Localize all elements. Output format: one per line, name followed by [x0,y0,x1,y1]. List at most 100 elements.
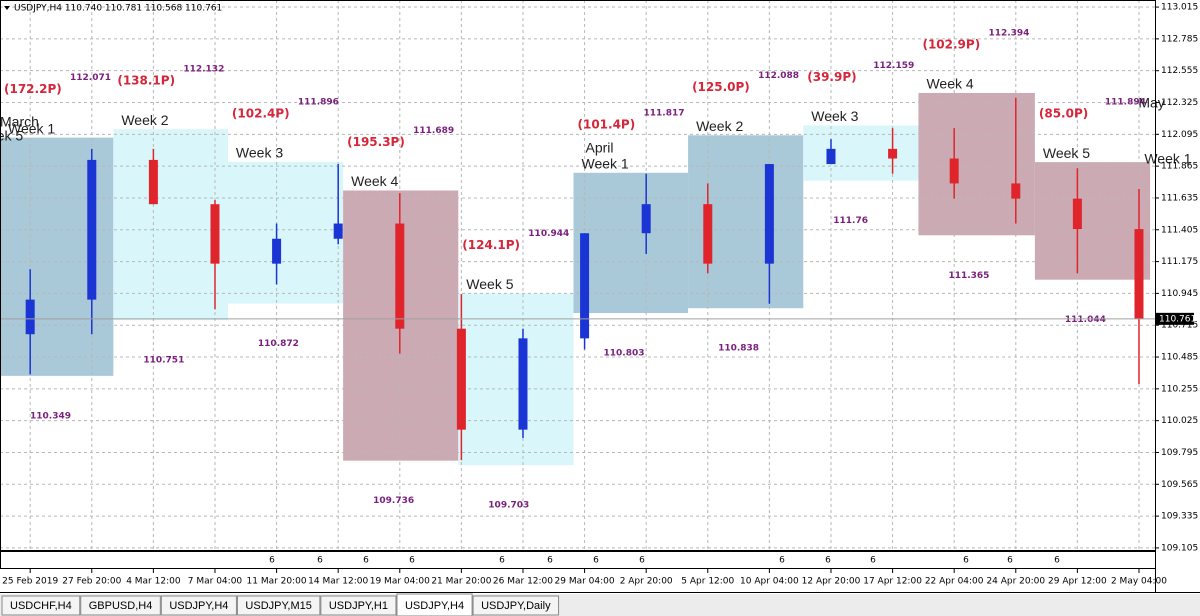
x-tick-label: 4 Mar 12:00 [126,577,181,587]
candle-body [580,233,590,339]
pips-label: (138.1P) [117,74,175,88]
pips-label: (39.9P) [807,70,856,84]
y-tick-label: 111.405 [1161,225,1198,235]
tab-label[interactable]: USDJPY,H1 [329,600,388,612]
week-box [227,161,344,304]
x-tick-label: 29 Apr 12:00 [1048,577,1107,587]
pips-label: (85.0P) [1039,107,1088,121]
high-label: 112.394 [988,28,1029,38]
x-tick-label: 27 Feb 20:00 [62,577,121,587]
y-tick-label: 110.945 [1161,289,1198,299]
last-price-box [1156,312,1194,325]
x-tick-label: 21 Mar 20:00 [431,577,491,587]
tab-shape[interactable] [1,595,81,616]
low-label: 111.365 [948,271,989,281]
week-label: Week 5 [466,276,513,292]
x-tick-label: 2 May 04:00 [1111,577,1167,587]
tab[interactable]: GBPUSD,H4 [80,595,161,616]
day-marker: 6 [639,556,645,566]
x-tick-label: 10 Apr 04:00 [740,577,799,587]
candle-body [1072,198,1082,230]
tab-shape[interactable] [396,593,473,616]
high-label: 111.817 [643,108,684,118]
low-label: 110.751 [143,356,184,366]
candle-body [888,148,898,159]
pips-label: (124.1P) [462,238,520,252]
y-tick-label: 111.865 [1161,162,1198,172]
tab-label[interactable]: GBPUSD,H4 [89,600,153,612]
week-box [803,125,919,181]
tab-label[interactable]: USDJPY,H4 [169,600,228,612]
tab-label[interactable]: USDJPY,M15 [245,600,311,612]
tab[interactable]: USDJPY,Daily [472,595,560,616]
tab-label[interactable]: USDJPY,Daily [481,600,551,612]
day-marker: 6 [779,556,785,566]
pips-label: (102.9P) [922,37,980,51]
tab-shape[interactable] [80,595,161,616]
day-marker: 6 [317,556,323,566]
week-label: Week 3 [811,108,858,124]
candle-body [703,204,713,264]
candle-body [1011,183,1021,199]
x-tick-label: 24 Apr 20:00 [986,577,1045,587]
candle-body [641,204,651,234]
candle-body [87,159,97,300]
y-tick-label: 112.785 [1161,34,1198,44]
day-marker: 6 [409,556,415,566]
day-marker: 6 [870,556,876,566]
week-label: Week 1 [1144,151,1191,167]
week-label: Week 2 [121,112,168,128]
tab-label[interactable]: USDCHF,H4 [10,600,72,612]
y-tick-label: 110.255 [1161,384,1198,394]
x-tick-label: 29 Mar 04:00 [555,577,615,587]
candle-body [949,158,959,184]
high-label: 111.689 [413,126,454,136]
tab[interactable]: USDJPY,M15 [236,595,321,616]
candle-body [456,328,466,430]
day-marker: 6 [963,556,969,566]
tab[interactable]: USDJPY,H4 [160,595,237,616]
high-label: 112.088 [758,71,799,81]
y-tick-label: 110.025 [1161,416,1198,426]
candle-body [826,148,836,165]
low-label: 109.703 [488,501,529,511]
low-label: 110.872 [258,339,299,349]
pips-label: (101.4P) [577,117,635,131]
chart-header: USDJPY,H4 110.740 110.781 110.568 110.76… [14,4,222,14]
low-label: 110.349 [30,411,71,421]
x-tick-label: 17 Apr 12:00 [863,577,922,587]
menu-arrow[interactable] [4,6,10,10]
tab-shape[interactable] [472,595,560,616]
week-box [1034,162,1151,280]
pips-label: (125.0P) [692,80,750,94]
low-label: 109.736 [373,496,414,506]
low-label: 110.838 [718,344,759,354]
week-label: Week 1 [581,155,628,171]
pips-label: (195.3P) [347,135,405,149]
day-marker: 6 [1054,556,1060,566]
tab-active[interactable]: USDJPY,H4 [396,593,473,616]
month-label: March [0,114,39,130]
y-tick-label: 110.715 [1161,321,1198,331]
y-tick-label: 111.175 [1161,257,1198,267]
marker-strip [0,551,1156,569]
week-box [458,293,574,466]
candle-body [210,204,220,264]
y-tick-label: 110.485 [1161,353,1198,363]
week-label: Week 2 [696,118,743,134]
tab-shape[interactable] [236,595,321,616]
high-label: 112.132 [183,65,224,75]
tab-shape[interactable] [320,595,397,616]
tab[interactable]: USDJPY,H1 [320,595,397,616]
x-tick-label: 26 Mar 12:00 [493,577,553,587]
high-label: 111.894 [1105,98,1146,108]
y-tick-label: 109.565 [1161,480,1198,490]
tab[interactable]: USDCHF,H4 [1,595,81,616]
tab-label[interactable]: USDJPY,H4 [405,600,464,612]
x-tick-label: 14 Mar 12:00 [308,577,368,587]
month-label: May [1138,95,1164,111]
tab-shape[interactable] [160,595,237,616]
pips-label: (102.4P) [232,106,290,120]
candle-body [1134,229,1144,319]
last-price-label: 110.761 [1159,314,1196,324]
